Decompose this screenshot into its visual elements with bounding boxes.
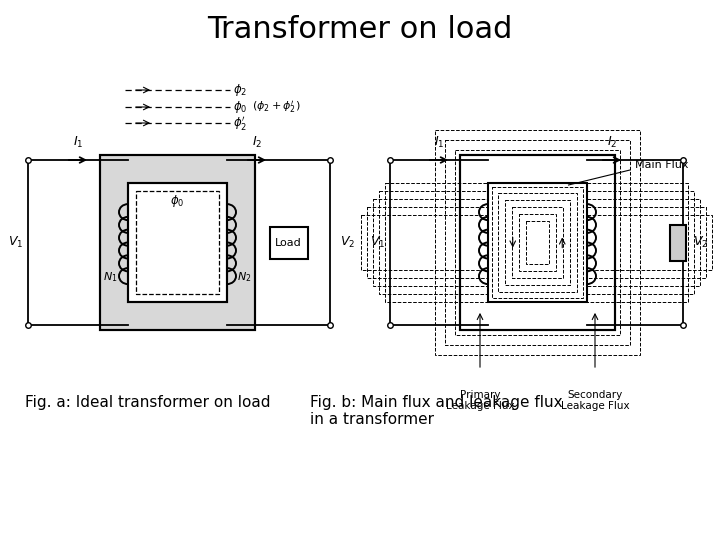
Bar xyxy=(361,215,488,270)
Bar xyxy=(379,191,488,294)
Text: $V_1$: $V_1$ xyxy=(9,235,24,250)
Text: $N_2$: $N_2$ xyxy=(237,271,251,285)
Text: $(\phi_2+\phi_2^\prime)$: $(\phi_2+\phi_2^\prime)$ xyxy=(252,99,301,115)
Bar xyxy=(100,155,255,330)
Bar xyxy=(460,155,615,330)
Bar xyxy=(136,191,219,294)
Text: Main Flux: Main Flux xyxy=(635,160,688,170)
Text: $I_2$: $I_2$ xyxy=(607,135,617,150)
Text: $I_2$: $I_2$ xyxy=(252,135,262,150)
Text: Fig. b: Main flux and leakage flux
in a transformer: Fig. b: Main flux and leakage flux in a … xyxy=(310,395,562,427)
Text: Leakage Flux: Leakage Flux xyxy=(446,401,514,411)
Bar xyxy=(519,214,556,271)
Text: Secondary: Secondary xyxy=(567,390,623,400)
Bar xyxy=(488,183,587,302)
Text: $V_1$: $V_1$ xyxy=(370,235,386,250)
Text: $V_2$: $V_2$ xyxy=(693,235,708,250)
Bar xyxy=(492,187,583,298)
Text: $N_1$: $N_1$ xyxy=(104,271,118,285)
Bar xyxy=(128,183,227,302)
Text: $\phi_2$: $\phi_2$ xyxy=(233,82,247,98)
Bar xyxy=(587,215,712,270)
Bar xyxy=(385,183,488,302)
Text: $I_1$: $I_1$ xyxy=(433,135,444,150)
Bar xyxy=(670,225,686,260)
Bar xyxy=(373,199,488,286)
Text: Load: Load xyxy=(275,238,302,247)
Bar xyxy=(460,155,615,330)
Bar xyxy=(269,226,307,259)
Text: Transformer on load: Transformer on load xyxy=(207,16,513,44)
Bar xyxy=(587,207,706,278)
Bar xyxy=(587,191,694,294)
Bar xyxy=(512,207,563,278)
Bar xyxy=(367,207,488,278)
Bar xyxy=(587,183,688,302)
Bar xyxy=(445,140,630,345)
Text: $V_2$: $V_2$ xyxy=(340,235,355,250)
Bar xyxy=(455,150,620,335)
Bar xyxy=(128,183,227,302)
Text: Leakage Flux: Leakage Flux xyxy=(561,401,629,411)
Text: Fig. a: Ideal transformer on load: Fig. a: Ideal transformer on load xyxy=(25,395,271,410)
Bar xyxy=(498,193,577,292)
Text: $\phi_0$: $\phi_0$ xyxy=(233,99,248,115)
Text: $\phi_2^\prime$: $\phi_2^\prime$ xyxy=(233,114,247,132)
Bar xyxy=(587,199,700,286)
Bar xyxy=(505,200,570,285)
Bar xyxy=(526,221,549,264)
Text: $I_1$: $I_1$ xyxy=(73,135,84,150)
Bar xyxy=(100,155,255,330)
Text: $\phi_0$: $\phi_0$ xyxy=(171,193,185,209)
Text: Primary: Primary xyxy=(460,390,500,400)
Bar xyxy=(435,130,640,355)
